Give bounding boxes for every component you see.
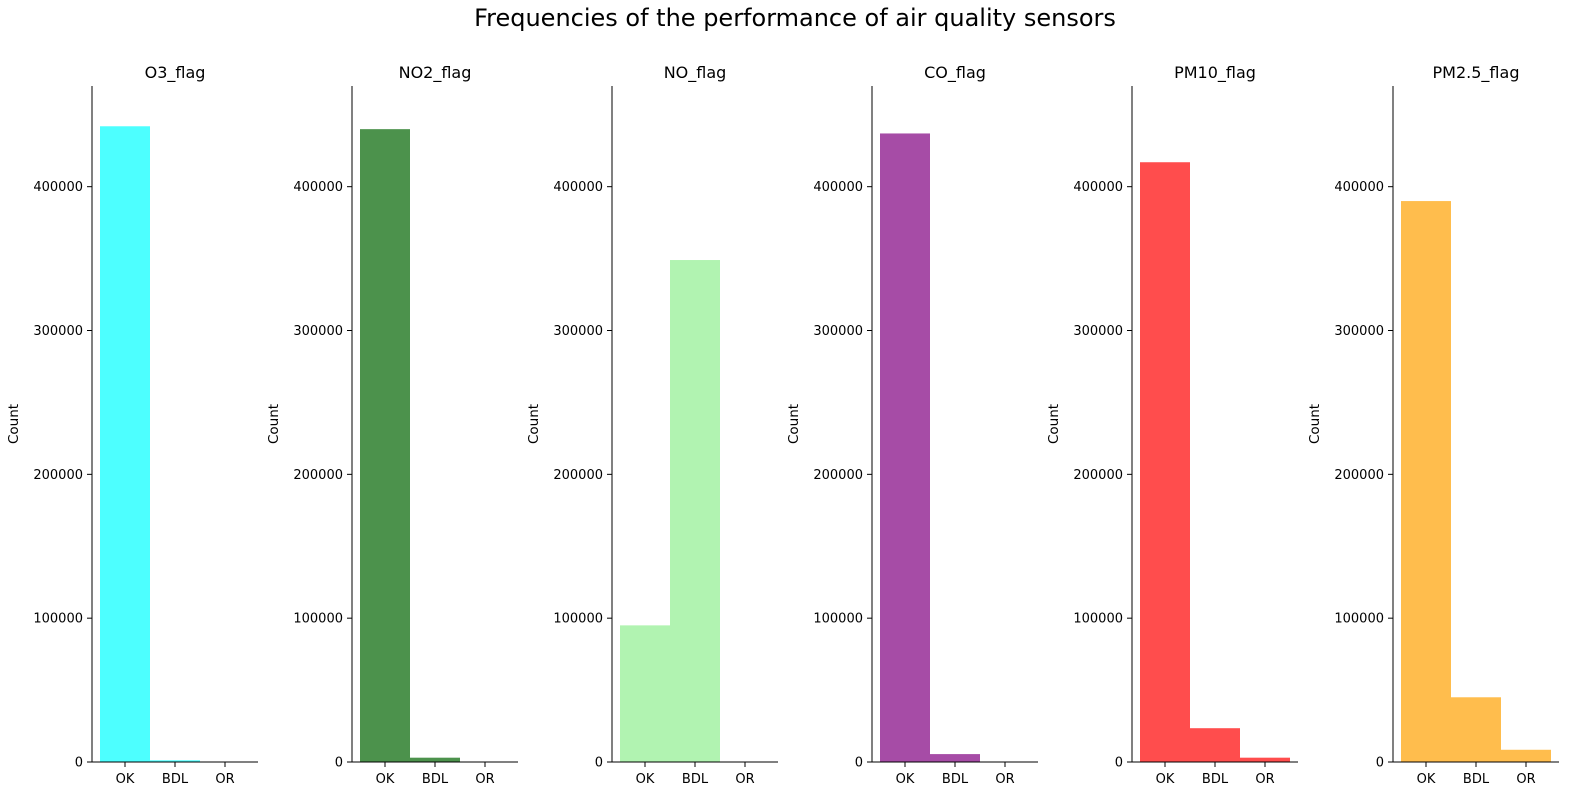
subplot-title: NO2_flag xyxy=(399,63,472,83)
subplot-title: PM10_flag xyxy=(1174,63,1256,83)
x-tick-label-bdl: BDL xyxy=(942,772,969,787)
bar-ok xyxy=(880,133,930,762)
x-tick-label-bdl: BDL xyxy=(162,772,189,787)
subplot-title: NO_flag xyxy=(664,63,727,83)
x-tick-label-or: OR xyxy=(1255,772,1274,787)
y-axis-label: Count xyxy=(526,404,542,444)
y-tick-label: 400000 xyxy=(1334,180,1384,195)
x-tick-label-ok: OK xyxy=(116,772,135,787)
x-tick-label-bdl: BDL xyxy=(1463,772,1490,787)
y-tick-label: 200000 xyxy=(33,468,83,483)
y-tick-label: 0 xyxy=(335,756,343,771)
bar-bdl xyxy=(930,754,980,762)
subplot-1: 0 100000 200000 300000 400000 OK BDL OR O3_flag C… xyxy=(6,63,258,787)
bar-bdl xyxy=(150,760,200,762)
x-tick-label-bdl: BDL xyxy=(422,772,449,787)
y-tick-label: 0 xyxy=(1376,756,1384,771)
y-axis-label: Count xyxy=(786,404,802,444)
y-tick-label: 0 xyxy=(1115,756,1123,771)
y-tick-label: 200000 xyxy=(1073,468,1123,483)
figure-title: Frequencies of the performance of air qu… xyxy=(474,4,1116,32)
x-tick-label-bdl: BDL xyxy=(682,772,709,787)
x-tick-label-or: OR xyxy=(1516,772,1535,787)
bar-ok xyxy=(360,129,410,763)
y-tick-label: 100000 xyxy=(553,612,603,627)
bar-ok xyxy=(100,126,150,762)
y-tick-label: 200000 xyxy=(1334,468,1384,483)
y-axis-label: Count xyxy=(1307,404,1323,444)
y-tick-label: 400000 xyxy=(293,180,343,195)
y-tick-label: 300000 xyxy=(813,324,863,339)
y-axis-label: Count xyxy=(266,404,282,444)
y-tick-label: 400000 xyxy=(813,180,863,195)
x-tick-label-or: OR xyxy=(215,772,234,787)
y-tick-label: 0 xyxy=(595,756,603,771)
y-tick-label: 400000 xyxy=(553,180,603,195)
bar-bdl xyxy=(670,260,720,762)
bar-ok xyxy=(620,625,670,762)
y-axis-label: Count xyxy=(1046,404,1062,444)
subplot-4: 0 100000 200000 300000 400000 OK BDL OR CO_flag C… xyxy=(786,63,1038,787)
bar-ok xyxy=(1401,201,1451,762)
x-tick-label-ok: OK xyxy=(636,772,655,787)
y-tick-label: 300000 xyxy=(1334,324,1384,339)
y-tick-label: 400000 xyxy=(1073,180,1123,195)
y-tick-label: 200000 xyxy=(293,468,343,483)
subplot-title: PM2.5_flag xyxy=(1433,63,1520,83)
x-tick-label-or: OR xyxy=(995,772,1014,787)
bar-or xyxy=(1240,757,1290,762)
y-tick-label: 300000 xyxy=(1073,324,1123,339)
x-tick-label-or: OR xyxy=(735,772,754,787)
x-tick-label-ok: OK xyxy=(1156,772,1175,787)
y-tick-label: 200000 xyxy=(553,468,603,483)
y-tick-label: 0 xyxy=(855,756,863,771)
y-tick-label: 100000 xyxy=(1334,612,1384,627)
x-tick-label-ok: OK xyxy=(376,772,395,787)
bar-or xyxy=(1501,749,1551,762)
y-tick-label: 100000 xyxy=(33,612,83,627)
y-tick-label: 400000 xyxy=(33,180,83,195)
x-tick-label-bdl: BDL xyxy=(1202,772,1229,787)
y-tick-label: 100000 xyxy=(813,612,863,627)
y-tick-label: 300000 xyxy=(33,324,83,339)
bar-bdl xyxy=(410,757,460,762)
subplot-3: 0 100000 200000 300000 400000 OK BDL OR NO_flag C… xyxy=(526,63,778,787)
y-tick-label: 100000 xyxy=(1073,612,1123,627)
x-tick-label-ok: OK xyxy=(1417,772,1436,787)
y-tick-label: 100000 xyxy=(293,612,343,627)
y-tick-label: 300000 xyxy=(553,324,603,339)
y-tick-label: 300000 xyxy=(293,324,343,339)
subplot-5: 0 100000 200000 300000 400000 OK BDL OR PM10_fla… xyxy=(1046,63,1298,787)
bar-bdl xyxy=(1451,697,1501,762)
bar-ok xyxy=(1140,162,1190,762)
y-tick-label: 200000 xyxy=(813,468,863,483)
y-tick-label: 0 xyxy=(75,756,83,771)
x-tick-label-or: OR xyxy=(475,772,494,787)
bar-bdl xyxy=(1190,728,1240,762)
subplot-2: 0 100000 200000 300000 400000 OK BDL OR NO2_flag… xyxy=(266,63,518,787)
subplot-6: 0 100000 200000 300000 400000 OK BDL OR PM2.5_fl… xyxy=(1307,63,1559,787)
subplot-title: CO_flag xyxy=(924,63,986,83)
x-tick-label-ok: OK xyxy=(896,772,915,787)
y-axis-label: Count xyxy=(6,404,22,444)
subplot-title: O3_flag xyxy=(145,63,206,83)
